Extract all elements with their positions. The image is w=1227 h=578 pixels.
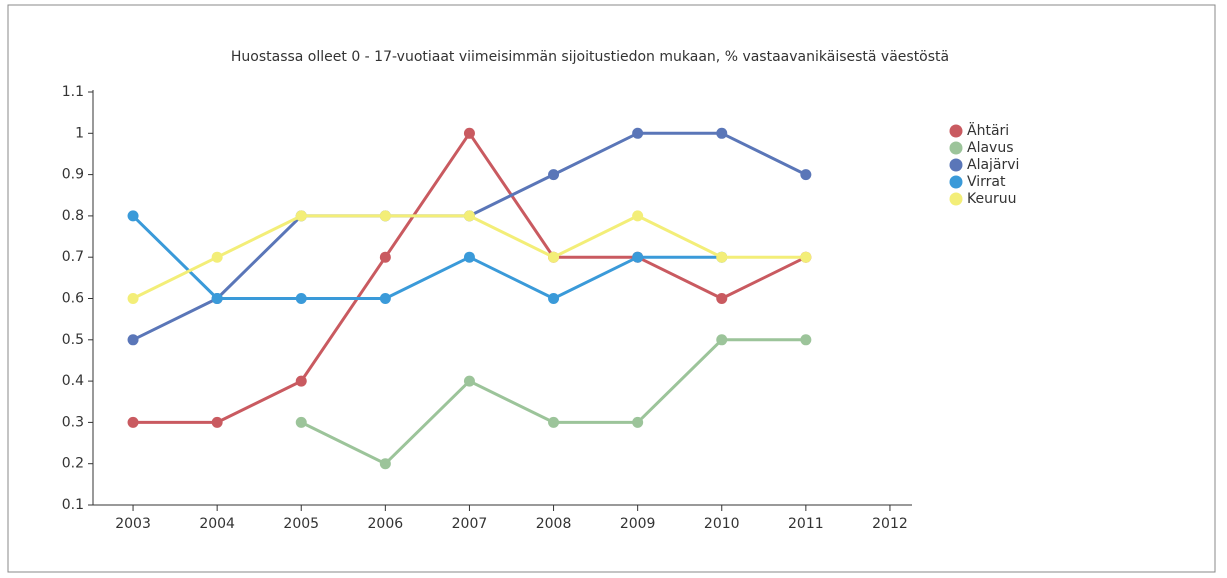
point xyxy=(716,251,728,263)
point xyxy=(463,251,475,263)
point xyxy=(379,458,391,470)
y-tick-label: 0.4 xyxy=(62,373,84,389)
point xyxy=(632,416,644,428)
y-tick-label: 1 xyxy=(75,125,84,141)
point xyxy=(295,293,307,304)
legend-label: Keuruu xyxy=(967,191,1016,207)
y-tick-label: 1.1 xyxy=(62,84,84,100)
legend-marker xyxy=(949,192,963,206)
x-tick-label: 2003 xyxy=(115,516,151,532)
point xyxy=(716,293,728,304)
y-tick-label: 0.8 xyxy=(62,208,84,224)
point xyxy=(379,293,391,304)
point xyxy=(211,416,223,428)
x-tick-label: 2012 xyxy=(872,516,908,532)
point xyxy=(632,251,644,263)
point xyxy=(463,375,475,387)
point xyxy=(548,293,560,304)
point xyxy=(716,334,728,346)
legend-label: Ähtäri xyxy=(967,121,1009,139)
point xyxy=(548,251,560,263)
point xyxy=(295,210,307,222)
y-tick-label: 0.6 xyxy=(62,291,84,307)
x-tick-label: 2010 xyxy=(704,516,740,532)
point xyxy=(716,127,728,139)
point xyxy=(379,210,391,222)
point xyxy=(548,169,560,181)
chart-title: Huostassa olleet 0 - 17-vuotiaat viimeis… xyxy=(231,49,949,65)
x-tick-label: 2008 xyxy=(536,516,572,532)
legend-marker xyxy=(949,175,963,189)
point xyxy=(211,293,223,304)
legend-label: Virrat xyxy=(967,174,1006,190)
point xyxy=(463,210,475,222)
point xyxy=(211,251,223,263)
series-line xyxy=(131,214,722,300)
legend-label: Alajärvi xyxy=(967,157,1019,173)
legend-marker xyxy=(949,158,963,172)
y-tick-label: 0.2 xyxy=(62,456,84,472)
x-tick-label: 2005 xyxy=(283,516,319,532)
point xyxy=(632,210,644,222)
x-tick-label: 2011 xyxy=(788,516,824,532)
x-tick-label: 2007 xyxy=(452,516,488,532)
point xyxy=(800,251,812,263)
x-tick-label: 2006 xyxy=(368,516,404,532)
point xyxy=(800,334,812,346)
y-tick-label: 0.9 xyxy=(62,167,84,183)
frame xyxy=(7,4,1216,573)
legend-marker xyxy=(949,141,963,155)
point xyxy=(379,251,391,263)
y-tick-label: 0.7 xyxy=(62,249,84,265)
point xyxy=(127,416,139,428)
y-tick-label: 0.3 xyxy=(62,414,84,430)
y-tick-label: 0.1 xyxy=(62,497,84,513)
point xyxy=(632,127,644,139)
point xyxy=(295,375,307,387)
legend-marker xyxy=(949,124,963,138)
point xyxy=(127,210,139,222)
point xyxy=(127,334,139,346)
point xyxy=(548,416,560,428)
point xyxy=(463,127,475,139)
x-tick-label: 2009 xyxy=(620,516,656,532)
legend-label: Alavus xyxy=(967,140,1014,156)
point xyxy=(295,416,307,428)
point xyxy=(800,169,812,181)
point xyxy=(127,293,139,304)
x-tick-label: 2004 xyxy=(199,516,235,532)
y-tick-label: 0.5 xyxy=(62,332,84,348)
